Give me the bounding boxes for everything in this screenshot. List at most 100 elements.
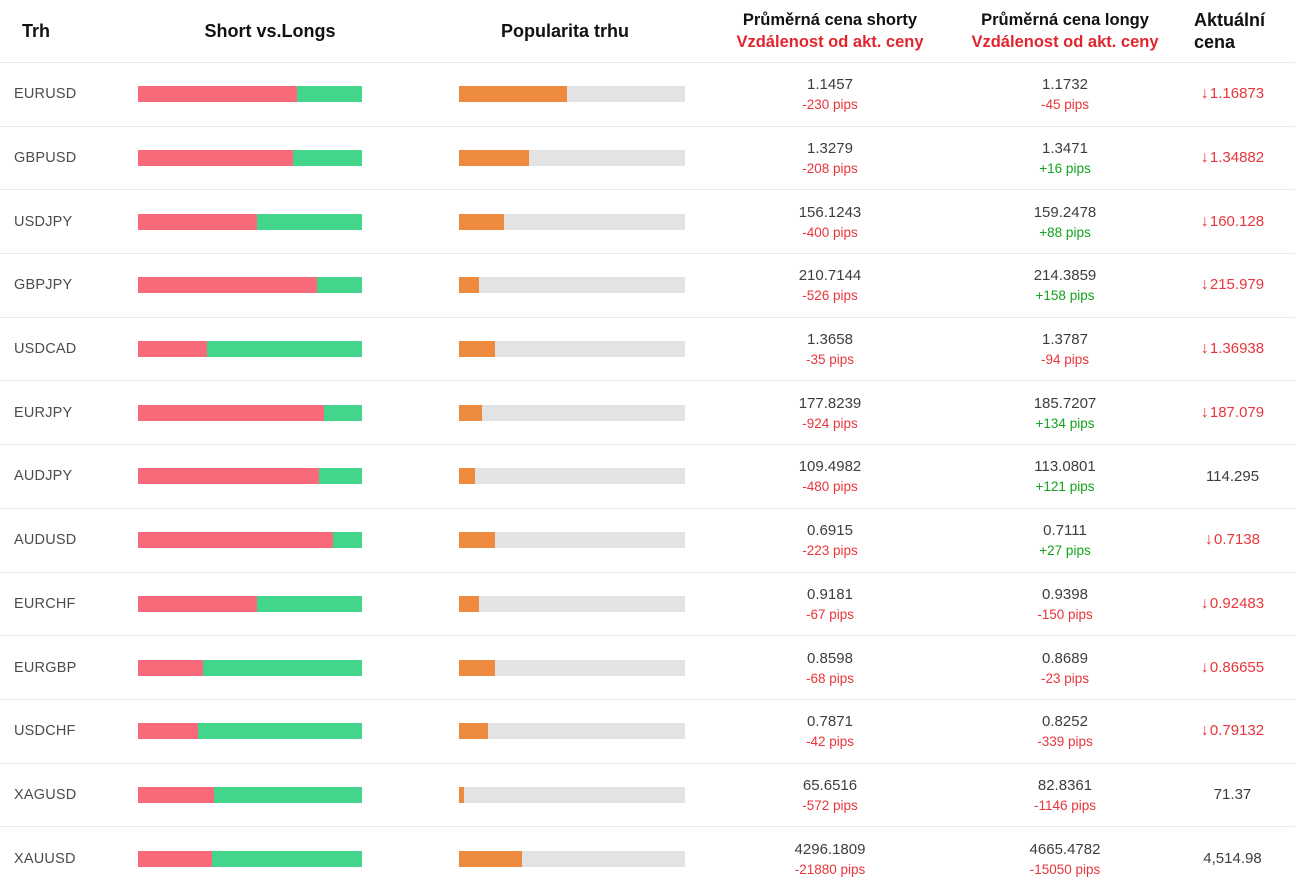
current-price-value: 0.79132 [1209, 722, 1265, 740]
header-market: Trh [22, 20, 51, 41]
popularity-bar-track [459, 150, 685, 167]
table-row: EURCHF 0.9181 -67 pips 0.9398 -150 pips ↓0.92… [0, 571, 1295, 636]
popularity-bar-track [459, 659, 685, 676]
long-pips-distance: -150 pips [1037, 606, 1093, 622]
current-price-value: 1.36938 [1209, 340, 1265, 358]
market-name: GBPJPY [14, 277, 73, 294]
short-pips-distance: -42 pips [805, 734, 855, 750]
short-vs-long-bar [138, 277, 362, 294]
current-price-value: 0.92483 [1209, 594, 1265, 612]
current-price-value: 187.079 [1209, 403, 1265, 421]
short-vs-long-bar [138, 532, 362, 549]
long-pips-distance: +134 pips [1035, 415, 1095, 431]
header-short-price-subtitle: Vzdálenost od akt. ceny [736, 33, 924, 51]
table-row: EURGBP 0.8598 -68 pips 0.8689 -23 pips ↓0.866… [0, 635, 1295, 699]
long-pips-distance: -339 pips [1037, 734, 1093, 750]
short-vs-long-bar [138, 850, 362, 867]
popularity-bar-fill [459, 786, 464, 803]
short-vs-long-bar [138, 150, 362, 167]
long-bar-segment [317, 277, 362, 294]
current-price: ↓1.16873 [1170, 85, 1295, 103]
long-avg-price: 1.3787 [1042, 331, 1088, 349]
popularity-bar-fill [459, 213, 505, 230]
long-avg-price: 214.3859 [1033, 267, 1097, 285]
current-price: ↓0.86655 [1170, 659, 1295, 677]
header-current-price-line1: Aktuální [1194, 9, 1266, 30]
current-price: 114.295 [1170, 468, 1295, 485]
long-avg-price: 82.8361 [1037, 776, 1093, 794]
table-row: AUDUSD 0.6915 -223 pips 0.7111 +27 pips ↓0.71… [0, 507, 1295, 572]
short-bar-segment [138, 786, 215, 803]
short-pips-distance: -526 pips [802, 288, 858, 304]
long-avg-price: 0.7111 [1043, 522, 1087, 540]
short-vs-long-bar [138, 723, 362, 740]
current-price-value: 4,514.98 [1203, 850, 1262, 868]
popularity-bar-track [459, 850, 685, 867]
long-bar-segment [256, 213, 362, 230]
short-avg-price: 1.3658 [807, 331, 853, 349]
current-price-value: 114.295 [1205, 467, 1260, 485]
long-bar-segment [323, 404, 362, 421]
current-price: 71.37 [1170, 786, 1295, 803]
popularity-bar-fill [459, 277, 480, 294]
table-row: EURUSD 1.1457 -230 pips 1.1732 -45 pips ↓1.16… [0, 62, 1295, 126]
down-arrow-icon: ↓ [1200, 276, 1209, 294]
short-bar-segment [138, 532, 333, 549]
popularity-bar-track [459, 786, 685, 803]
table-row: XAUUSD 4296.1809 -21880 pips 4665.4782 -1505… [0, 826, 1295, 890]
header-long-price-title: Průměrná cena longy [981, 10, 1149, 29]
short-pips-distance: -480 pips [802, 479, 858, 495]
market-name: EURCHF [14, 595, 76, 612]
header-current-price-line2: cena [1194, 32, 1236, 52]
short-pips-distance: -572 pips [802, 797, 858, 813]
long-pips-distance: +158 pips [1035, 288, 1095, 304]
popularity-bar-fill [459, 86, 568, 103]
market-name: AUDJPY [14, 468, 73, 485]
short-pips-distance: -223 pips [802, 543, 858, 559]
header-popularity: Popularita trhu [500, 20, 629, 41]
short-avg-price: 0.9181 [807, 585, 853, 603]
down-arrow-icon: ↓ [1200, 722, 1209, 740]
market-name: EURGBP [14, 659, 77, 676]
header-short-vs-longs: Short vs.Longs [204, 20, 336, 41]
short-bar-segment [138, 468, 320, 485]
popularity-bar-track [459, 341, 685, 358]
current-price: ↓187.079 [1170, 404, 1295, 422]
long-bar-segment [256, 595, 362, 612]
popularity-bar-track [459, 532, 685, 549]
market-name: EURJPY [14, 404, 73, 421]
down-arrow-icon: ↓ [1200, 594, 1209, 612]
header-current-price: Aktuální cena [1170, 9, 1295, 54]
short-pips-distance: -35 pips [805, 352, 855, 368]
long-pips-distance: -1146 pips [1033, 797, 1097, 813]
current-price-value: 1.34882 [1209, 149, 1265, 167]
long-avg-price: 0.8252 [1042, 713, 1088, 731]
short-vs-long-bar [138, 659, 362, 676]
table-row: AUDJPY 109.4982 -480 pips 113.0801 +121 pips… [0, 444, 1295, 508]
long-avg-price: 0.8689 [1042, 649, 1088, 667]
current-price: ↓1.36938 [1170, 340, 1295, 358]
long-avg-price: 1.3471 [1042, 140, 1088, 158]
market-name: USDJPY [14, 213, 73, 230]
short-avg-price: 1.1457 [807, 76, 853, 94]
long-pips-distance: -15050 pips [1029, 861, 1101, 877]
short-vs-long-bar [138, 468, 362, 485]
short-bar-segment [138, 723, 199, 740]
popularity-bar-fill [459, 850, 523, 867]
popularity-bar-track [459, 86, 685, 103]
short-pips-distance: -68 pips [805, 670, 855, 686]
long-pips-distance: +16 pips [1039, 161, 1091, 177]
popularity-bar-fill [459, 468, 475, 485]
header-short-price: Průměrná cena shorty Vzdálenost od akt. … [700, 9, 960, 54]
table-header: Trh Short vs.Longs Popularita trhu Průmě… [0, 0, 1295, 62]
short-avg-price: 0.7871 [807, 713, 853, 731]
short-pips-distance: -924 pips [802, 415, 858, 431]
market-name: USDCHF [14, 723, 76, 740]
popularity-bar-track [459, 468, 685, 485]
market-name: XAGUSD [14, 786, 77, 803]
down-arrow-icon: ↓ [1200, 340, 1209, 358]
market-name: XAUUSD [14, 850, 76, 867]
popularity-bar-fill [459, 404, 482, 421]
down-arrow-icon: ↓ [1200, 149, 1209, 167]
market-name: USDCAD [14, 341, 77, 358]
